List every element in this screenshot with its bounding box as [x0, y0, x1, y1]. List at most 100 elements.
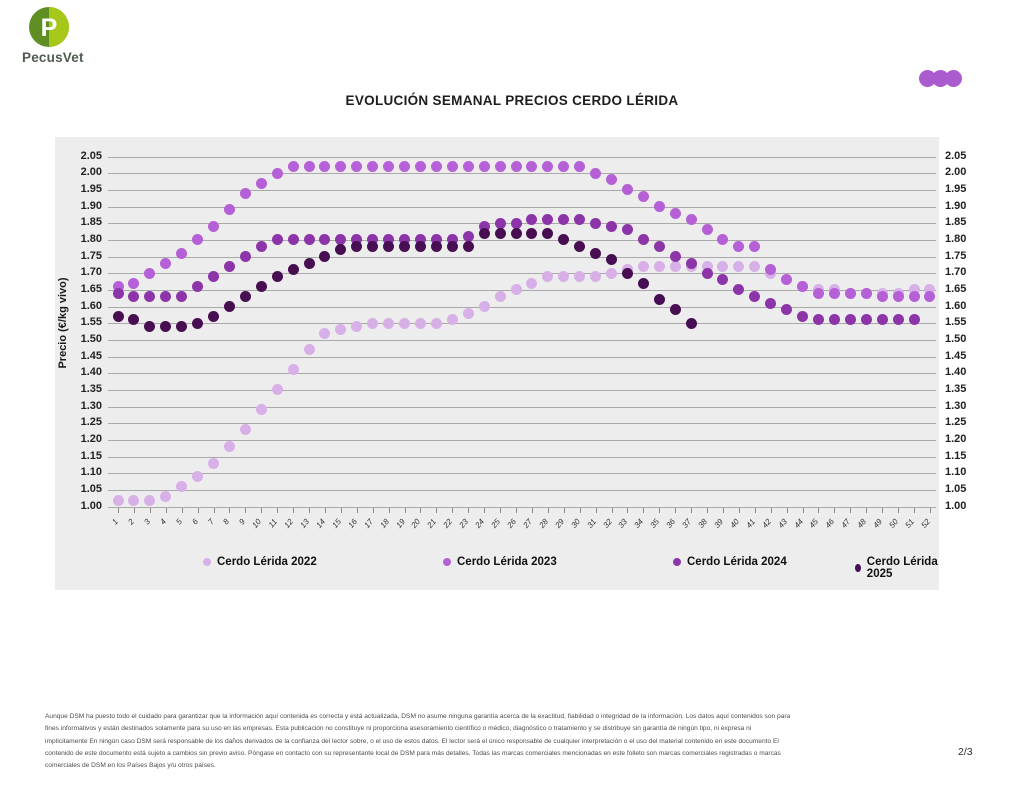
data-point [160, 491, 172, 503]
data-point [828, 287, 840, 299]
data-point [685, 257, 697, 269]
data-point [176, 291, 188, 303]
y-tick-label: 1.90 [80, 199, 102, 212]
data-point [669, 261, 681, 273]
y-tick-label: 1.35 [80, 382, 102, 395]
data-point [781, 304, 793, 316]
x-tick [770, 507, 772, 513]
disclaimer-line: Aunque DSM ha puesto todo el cuidado par… [45, 713, 791, 720]
y-tick-label: 1.90 [945, 199, 967, 212]
data-point [383, 161, 395, 172]
data-point [335, 324, 347, 336]
data-point [208, 271, 220, 283]
data-point [128, 494, 140, 506]
data-point [399, 241, 411, 253]
legend-label: Cerdo Lérida 2024 [687, 556, 787, 568]
y-tick-label: 1.40 [80, 366, 102, 379]
data-point [494, 291, 506, 303]
data-point [239, 187, 251, 199]
data-point [255, 281, 267, 293]
data-point [144, 321, 156, 333]
y-tick-label: 1.10 [945, 466, 967, 479]
y-tick-label: 1.10 [80, 466, 102, 479]
gridline [108, 456, 936, 458]
data-point [112, 311, 124, 323]
x-tick [181, 507, 183, 513]
data-point [383, 241, 395, 253]
x-tick [309, 507, 311, 513]
x-tick [659, 507, 661, 513]
data-point [255, 404, 267, 416]
data-point [828, 314, 840, 326]
data-point [606, 267, 618, 279]
data-point [208, 221, 220, 233]
y-tick-label: 1.25 [80, 416, 102, 429]
data-point [287, 161, 299, 172]
data-point [303, 344, 315, 356]
y-tick-label: 2.00 [945, 166, 967, 179]
data-point [590, 167, 602, 179]
gridline [108, 206, 936, 208]
x-tick [118, 507, 119, 513]
dot-icon [932, 70, 949, 87]
y-tick-label: 1.30 [945, 399, 967, 412]
x-tick [420, 507, 422, 513]
data-point [844, 287, 856, 299]
dot-icon [919, 70, 936, 87]
data-point [223, 441, 235, 453]
data-point [239, 424, 251, 436]
data-point [319, 234, 331, 246]
legend-item[interactable]: Cerdo Lérida 2024 [673, 556, 787, 568]
data-point [494, 217, 506, 229]
gridline [108, 273, 936, 275]
data-point [208, 457, 220, 469]
x-tick [516, 507, 517, 513]
legend-item[interactable]: Cerdo Lérida 2023 [443, 556, 557, 568]
y-tick-label: 1.95 [80, 182, 102, 195]
disclaimer-line: implícitamente En ningún caso DSM será r… [45, 737, 779, 745]
data-point [478, 301, 490, 313]
data-point [462, 241, 474, 253]
x-tick [914, 507, 915, 513]
y-tick-label: 1.45 [945, 349, 967, 362]
data-point [494, 227, 506, 239]
data-point [271, 271, 283, 283]
data-point [558, 161, 570, 172]
x-tick [627, 507, 629, 513]
y-tick-label: 1.95 [945, 182, 967, 195]
legend-label: Cerdo Lérida 2025 [866, 556, 938, 580]
y-tick-label: 1.15 [80, 449, 102, 462]
gridline [108, 389, 936, 391]
data-point [239, 291, 251, 303]
y-tick-label: 2.05 [945, 149, 967, 162]
data-point [701, 261, 713, 273]
data-point [399, 161, 411, 172]
legend-item[interactable]: Cerdo Lérida 2025 [855, 556, 939, 580]
svg-text:P: P [41, 14, 58, 42]
data-point [414, 161, 426, 172]
x-tick [722, 507, 724, 513]
x-tick [882, 507, 884, 513]
data-point [574, 161, 586, 172]
data-point [653, 241, 665, 253]
legend-item[interactable]: Cerdo Lérida 2022 [203, 556, 317, 568]
data-point [160, 291, 172, 303]
y-tick-label: 1.80 [945, 232, 967, 245]
y-tick-label: 1.05 [80, 483, 102, 496]
legend-dot-icon [443, 558, 451, 566]
data-point [128, 291, 140, 303]
data-point [414, 234, 426, 246]
y-tick-label: 1.20 [945, 432, 967, 445]
disclaimer-line: comerciales de DSM en los Países Bajos y… [45, 762, 216, 770]
gridline [108, 356, 936, 358]
data-point [685, 214, 697, 226]
data-point [223, 204, 235, 216]
data-point [446, 241, 458, 253]
menu-dots-icon[interactable] [919, 70, 962, 87]
y-tick-label: 1.65 [80, 282, 102, 295]
data-point [430, 234, 442, 246]
data-point [797, 281, 809, 293]
data-point [812, 287, 824, 299]
data-point [176, 247, 188, 259]
